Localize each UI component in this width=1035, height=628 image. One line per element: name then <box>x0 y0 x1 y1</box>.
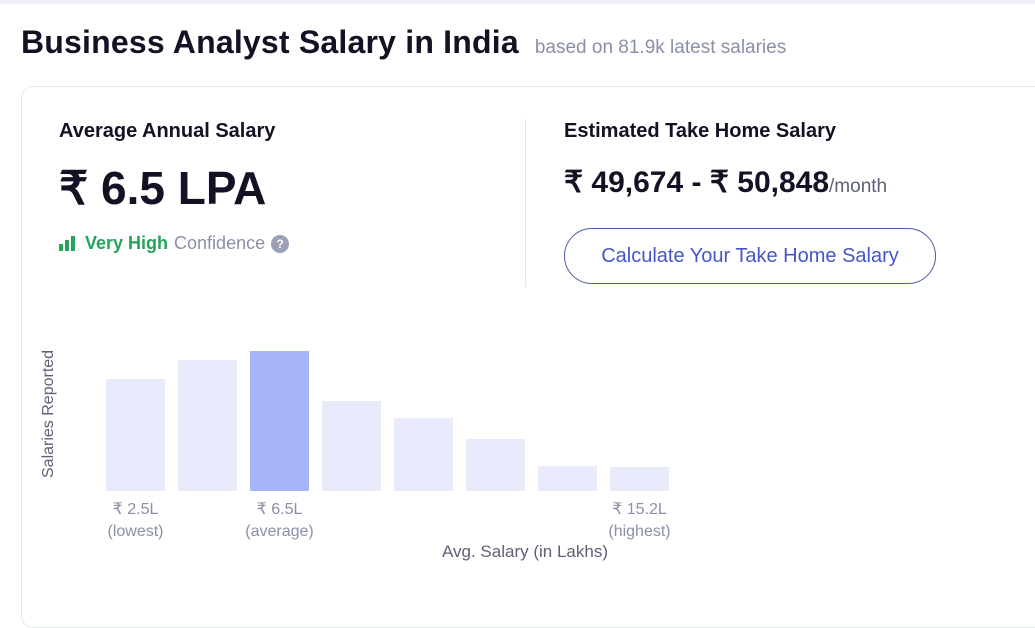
take-home-section: Estimated Take Home Salary ₹ 49,674 - ₹ … <box>564 120 1004 284</box>
page-subtitle: based on 81.9k latest salaries <box>534 37 787 58</box>
average-salary-label: Average Annual Salary <box>59 120 276 142</box>
take-home-value: ₹ 49,674 - ₹ 50,848/month <box>564 165 1004 200</box>
chart-tick-value: ₹ 6.5L <box>256 501 303 518</box>
chart-bar-1[interactable] <box>106 379 165 491</box>
signal-bars-icon <box>59 236 77 251</box>
confidence-level: Very High <box>85 233 169 253</box>
chart-y-axis-label: Salaries Reported <box>40 349 57 478</box>
chart-tick-label: ₹ 15.2L (highest) <box>590 499 690 543</box>
chart-tick-value: ₹ 15.2L <box>612 501 667 518</box>
chart-bar-2[interactable] <box>178 360 237 491</box>
chart-bar-3[interactable] <box>250 351 309 491</box>
chart-x-axis-label: Avg. Salary (in Lakhs) <box>442 542 608 561</box>
chart-tick-value: ₹ 2.5L <box>112 501 159 518</box>
take-home-label: Estimated Take Home Salary <box>564 120 836 142</box>
section-divider <box>525 119 526 287</box>
chart-bar-7[interactable] <box>538 466 597 491</box>
take-home-unit: /month <box>829 176 888 197</box>
confidence-label: Confidence <box>174 233 266 253</box>
salary-card: Average Annual Salary ₹ 6.5 LPA Very Hig… <box>21 86 1035 628</box>
chart-bar-5[interactable] <box>394 418 453 491</box>
top-border <box>0 0 1035 4</box>
page-title: Business Analyst Salary in India <box>21 24 519 60</box>
page-header: Business Analyst Salary in India based o… <box>21 24 786 61</box>
chart-tick-note: (average) <box>245 523 314 540</box>
take-home-range: ₹ 49,674 - ₹ 50,848 <box>564 166 830 199</box>
calculate-take-home-button[interactable]: Calculate Your Take Home Salary <box>564 228 936 284</box>
average-salary-value: ₹ 6.5 LPA <box>59 162 267 214</box>
chart-tick-note: (lowest) <box>107 523 164 540</box>
chart-bar-4[interactable] <box>322 401 381 491</box>
confidence-indicator: Very High Confidence ? <box>59 233 479 254</box>
average-salary-section: Average Annual Salary ₹ 6.5 LPA Very Hig… <box>59 120 479 254</box>
chart-bar-8[interactable] <box>610 467 669 491</box>
chart-bar-6[interactable] <box>466 439 525 491</box>
help-icon[interactable]: ? <box>271 234 290 253</box>
chart-tick-label: ₹ 6.5L (average) <box>230 499 330 543</box>
chart-tick-label: ₹ 2.5L (lowest) <box>86 499 186 543</box>
chart-tick-note: (highest) <box>608 523 671 540</box>
